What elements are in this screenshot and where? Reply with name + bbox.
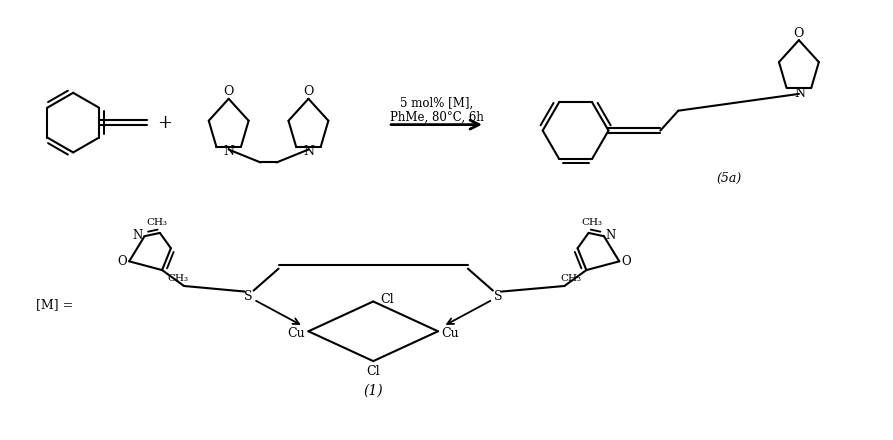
Text: N: N bbox=[795, 88, 805, 100]
Text: CH₃: CH₃ bbox=[146, 219, 167, 227]
Text: O: O bbox=[304, 85, 313, 98]
Text: (1): (1) bbox=[363, 384, 383, 398]
Text: N: N bbox=[303, 145, 314, 158]
Text: +: + bbox=[157, 114, 172, 132]
Text: O: O bbox=[117, 255, 127, 268]
Text: S: S bbox=[494, 290, 502, 303]
Text: PhMe, 80°C, 6h: PhMe, 80°C, 6h bbox=[389, 111, 483, 124]
Text: O: O bbox=[622, 255, 631, 268]
Text: [M] =: [M] = bbox=[37, 298, 73, 311]
Text: Cu: Cu bbox=[288, 327, 305, 340]
Text: CH₃: CH₃ bbox=[168, 274, 188, 282]
Text: CH₃: CH₃ bbox=[560, 274, 581, 282]
Text: Cl: Cl bbox=[380, 293, 394, 306]
Text: S: S bbox=[245, 290, 253, 303]
Text: Cu: Cu bbox=[441, 327, 459, 340]
Text: 5 mol% [M],: 5 mol% [M], bbox=[400, 97, 473, 110]
Text: Cl: Cl bbox=[366, 365, 380, 378]
Text: O: O bbox=[794, 27, 804, 40]
Text: N: N bbox=[132, 229, 143, 242]
Text: N: N bbox=[223, 145, 234, 158]
Text: N: N bbox=[605, 229, 616, 242]
Text: O: O bbox=[223, 85, 234, 98]
Text: CH₃: CH₃ bbox=[581, 219, 602, 227]
Text: (5a): (5a) bbox=[716, 172, 742, 185]
